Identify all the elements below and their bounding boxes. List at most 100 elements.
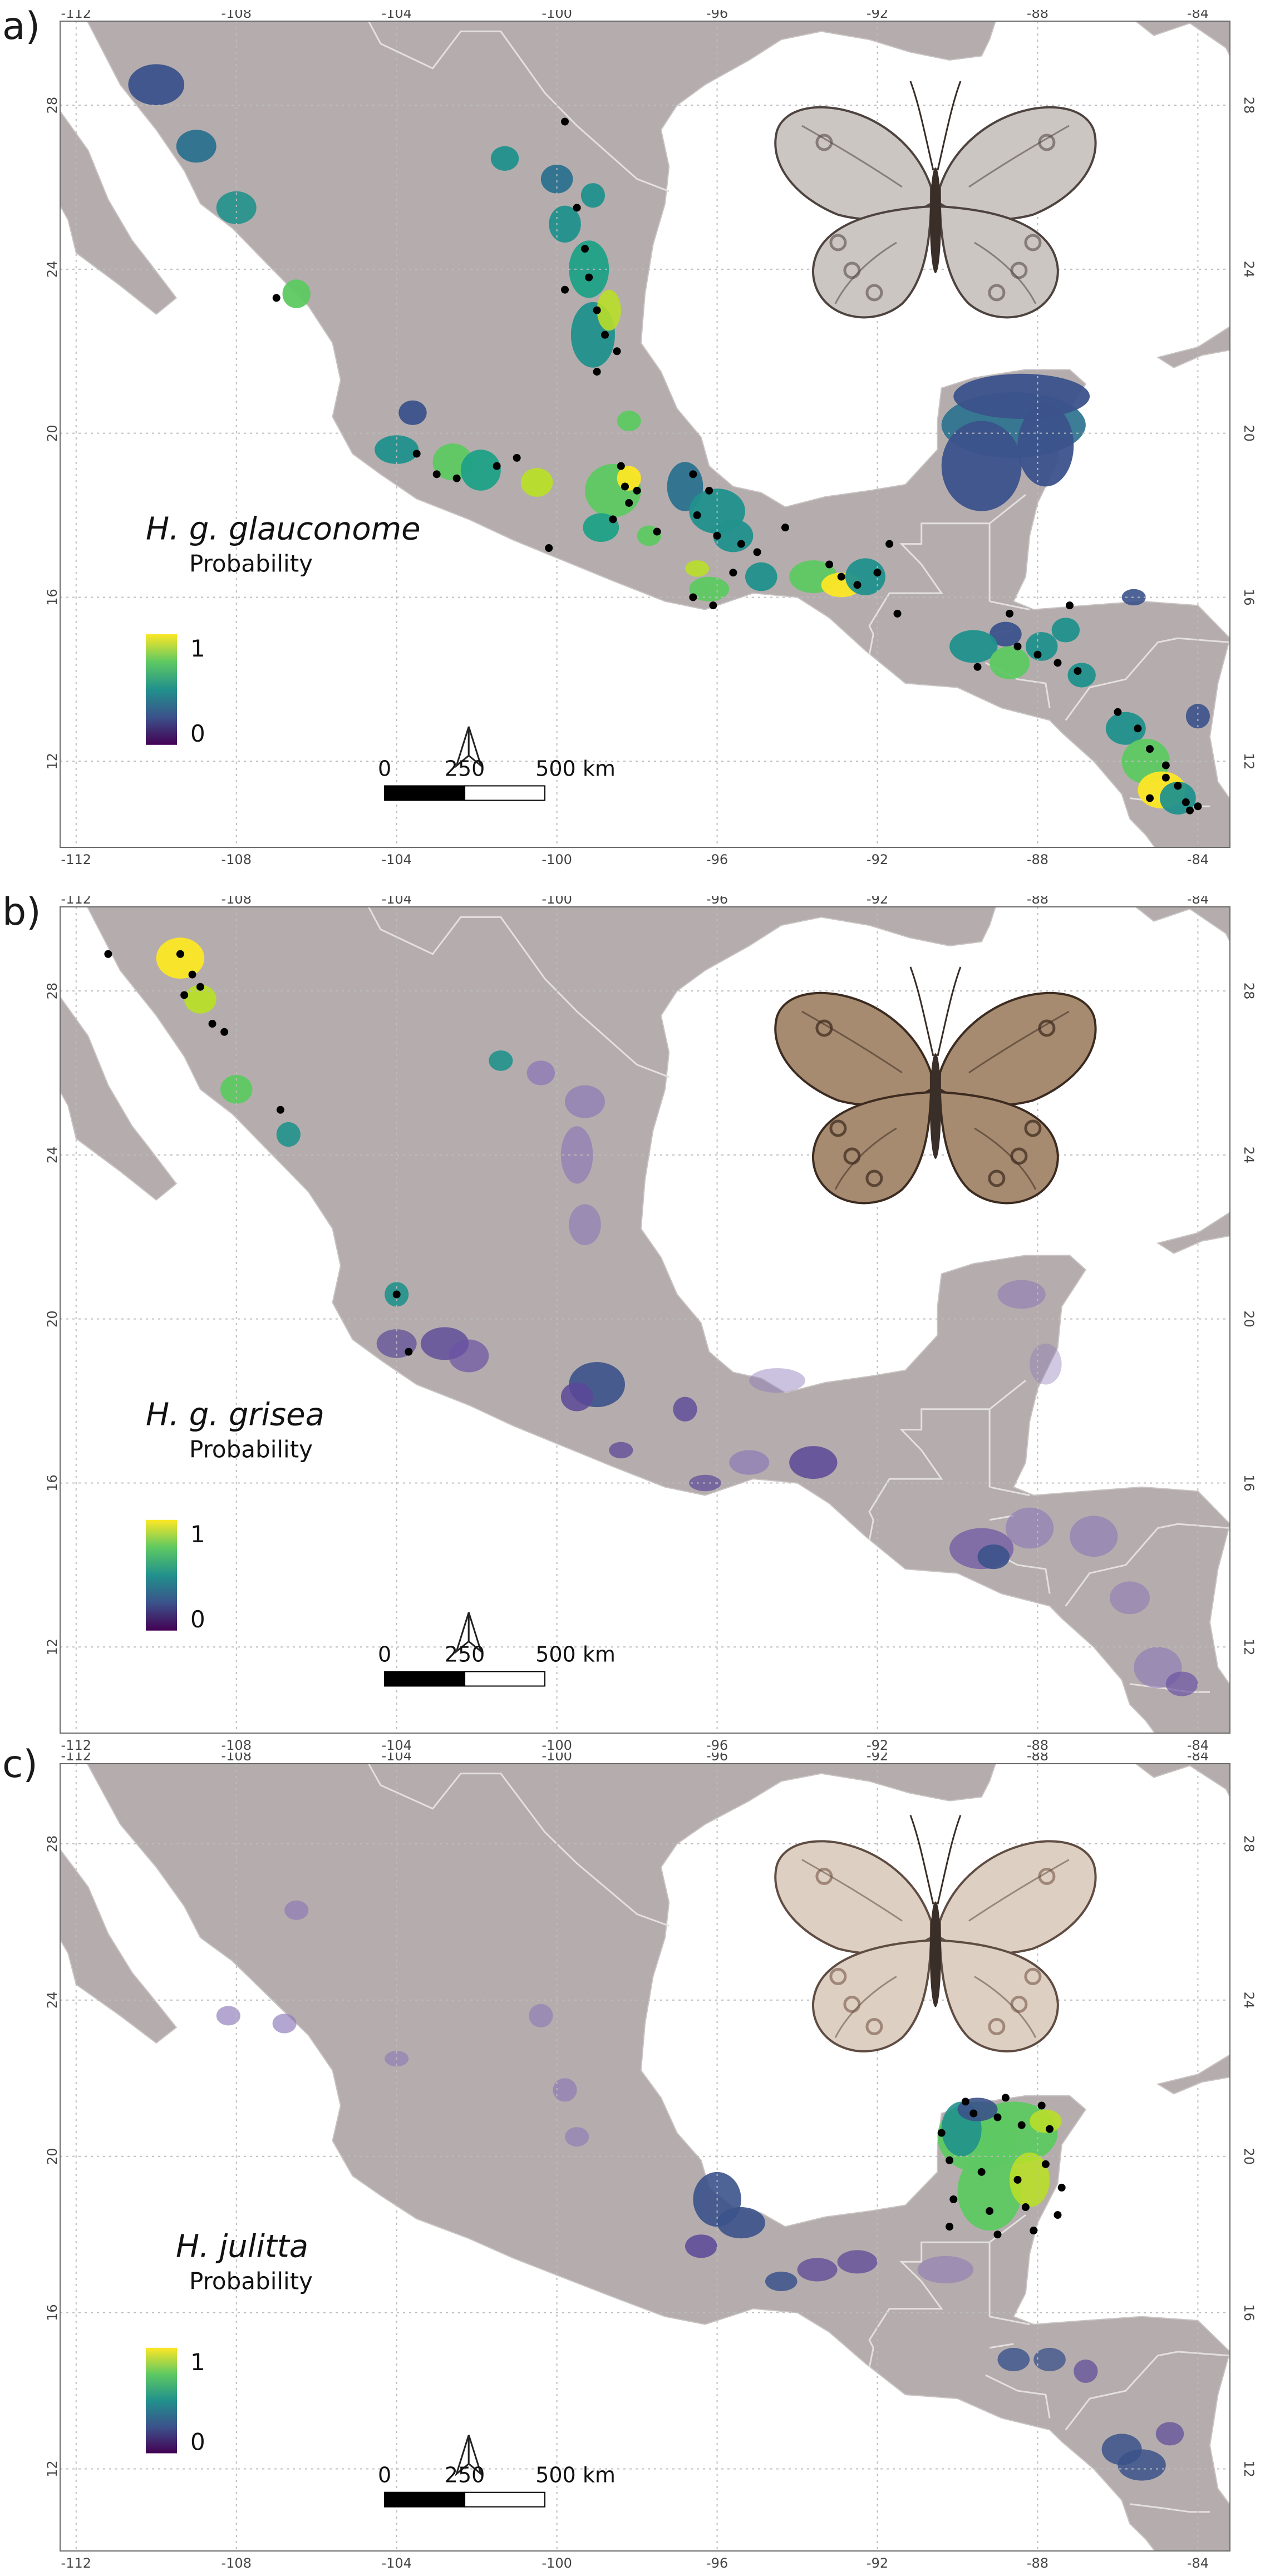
butterfly-body	[929, 167, 941, 273]
habitat-patch	[490, 146, 519, 171]
butterfly-body	[929, 1901, 941, 2007]
habitat-patch	[685, 2234, 717, 2258]
scale-bar-dark-segment	[384, 2491, 466, 2508]
map-frame	[60, 21, 1230, 848]
latitude-tick-left: 16	[45, 589, 60, 606]
longitude-tick-bottom: -84	[1187, 1738, 1209, 1753]
habitat-patch	[1121, 589, 1146, 606]
occurrence-point	[781, 524, 789, 532]
latitude-tick-right: 24	[1241, 261, 1257, 278]
habitat-patch	[997, 1280, 1046, 1309]
occurrence-point	[885, 540, 894, 548]
longitude-tick-top: -92	[867, 896, 888, 907]
occurrence-point	[1186, 806, 1194, 815]
habitat-patch	[953, 373, 1090, 419]
occurrence-point	[561, 117, 569, 126]
butterfly-pale-icon	[774, 1814, 1097, 2052]
legend-min-label: 0	[190, 2428, 205, 2455]
occurrence-point	[545, 544, 553, 552]
occurrence-point	[1161, 761, 1170, 769]
occurrence-point	[593, 368, 601, 376]
panel-b-letter: b)	[2, 890, 41, 934]
longitude-tick-bottom: -100	[542, 852, 572, 867]
wing-eyespot	[865, 284, 883, 302]
panel-c-letter: c)	[2, 1743, 38, 1787]
habitat-patch	[216, 2006, 240, 2026]
latitude-tick-left: 28	[45, 983, 60, 1000]
hindwing-left	[811, 205, 932, 319]
legend-max-label: 1	[190, 1521, 205, 1548]
longitude-tick-bottom: -108	[221, 2555, 252, 2571]
occurrence-point	[633, 486, 641, 495]
habitat-patch	[540, 164, 573, 194]
habitat-patch	[580, 183, 606, 208]
occurrence-point	[737, 540, 745, 548]
north-arrow-icon	[455, 726, 483, 768]
country-border	[868, 2214, 1026, 2368]
latitude-tick-right: 12	[1241, 1639, 1257, 1656]
occurrence-point	[1074, 667, 1082, 675]
occurrence-point	[621, 482, 629, 491]
butterfly-antennae	[909, 81, 962, 171]
scale-bar-dark-segment	[384, 785, 466, 801]
wing-eyespot	[865, 1169, 883, 1187]
habitat-patch	[717, 2207, 765, 2239]
latitude-tick-right: 28	[1241, 1835, 1257, 1853]
wing-eyespot	[1024, 1967, 1042, 1985]
latitude-tick-left: 16	[45, 1474, 60, 1492]
longitude-tick-top: -112	[61, 1753, 91, 1764]
occurrence-point	[581, 245, 589, 253]
habitat-patch	[765, 2271, 798, 2292]
occurrence-points	[104, 950, 413, 1356]
hindwing-left	[811, 1939, 932, 2052]
longitude-tick-bottom: -112	[61, 2555, 91, 2571]
hindwing-right	[938, 205, 1059, 319]
habitat-patch	[272, 2014, 297, 2034]
panel-a-letter: a)	[2, 4, 41, 48]
occurrence-point	[993, 2230, 1002, 2239]
longitude-tick-top: -92	[867, 10, 888, 21]
occurrence-points	[272, 117, 1202, 815]
latitude-tick-left: 28	[45, 1835, 60, 1853]
longitude-tick-top: -96	[706, 1753, 728, 1764]
occurrence-point	[593, 306, 601, 314]
occurrence-point	[405, 1348, 413, 1356]
wing-eyespot	[988, 1169, 1006, 1187]
north-arrow-icon	[455, 2435, 483, 2476]
habitat-patch	[449, 1339, 489, 1373]
latitude-tick-left: 24	[45, 1992, 60, 2009]
country-border	[989, 2316, 1030, 2326]
longitude-tick-bottom: -84	[1187, 852, 1209, 867]
latitude-tick-right: 16	[1241, 2304, 1257, 2321]
longitude-tick-bottom: -108	[221, 1738, 252, 1753]
scale-bar-label: 0	[378, 756, 391, 781]
longitude-tick-bottom: -92	[867, 852, 888, 867]
butterfly-brown-icon	[774, 966, 1097, 1205]
latitude-tick-right: 20	[1241, 1310, 1257, 1328]
legend-title: Probability	[189, 1436, 313, 1463]
occurrence-point	[893, 609, 902, 618]
occurrence-point	[937, 2129, 946, 2137]
longitude-tick-bottom: -96	[706, 1738, 728, 1753]
longitude-tick-top: -84	[1187, 10, 1209, 21]
country-border	[989, 600, 1030, 611]
latitude-tick-right: 24	[1241, 1992, 1257, 2009]
occurrence-point	[1037, 2101, 1046, 2110]
longitude-tick-bottom: -96	[706, 852, 728, 867]
wing-eyespot	[829, 1119, 847, 1137]
scale-bar-light-segment	[464, 785, 546, 801]
legend-min-label: 0	[190, 1606, 205, 1633]
habitat-patch	[489, 1050, 513, 1071]
habitat-patch	[749, 1368, 805, 1393]
habitat-patch	[745, 562, 777, 591]
habitat-patch	[1105, 712, 1146, 745]
longitude-tick-top: -112	[61, 896, 91, 907]
north-arrow-right	[467, 2435, 483, 2476]
occurrence-point	[1054, 2211, 1062, 2219]
latitude-tick-left: 28	[45, 97, 60, 114]
occurrence-point	[432, 470, 441, 478]
occurrence-points	[937, 2094, 1066, 2239]
scale-bar-dark-segment	[384, 1671, 466, 1687]
habitat-patch	[1110, 1581, 1150, 1615]
scale-bar-light-segment	[464, 2491, 546, 2508]
